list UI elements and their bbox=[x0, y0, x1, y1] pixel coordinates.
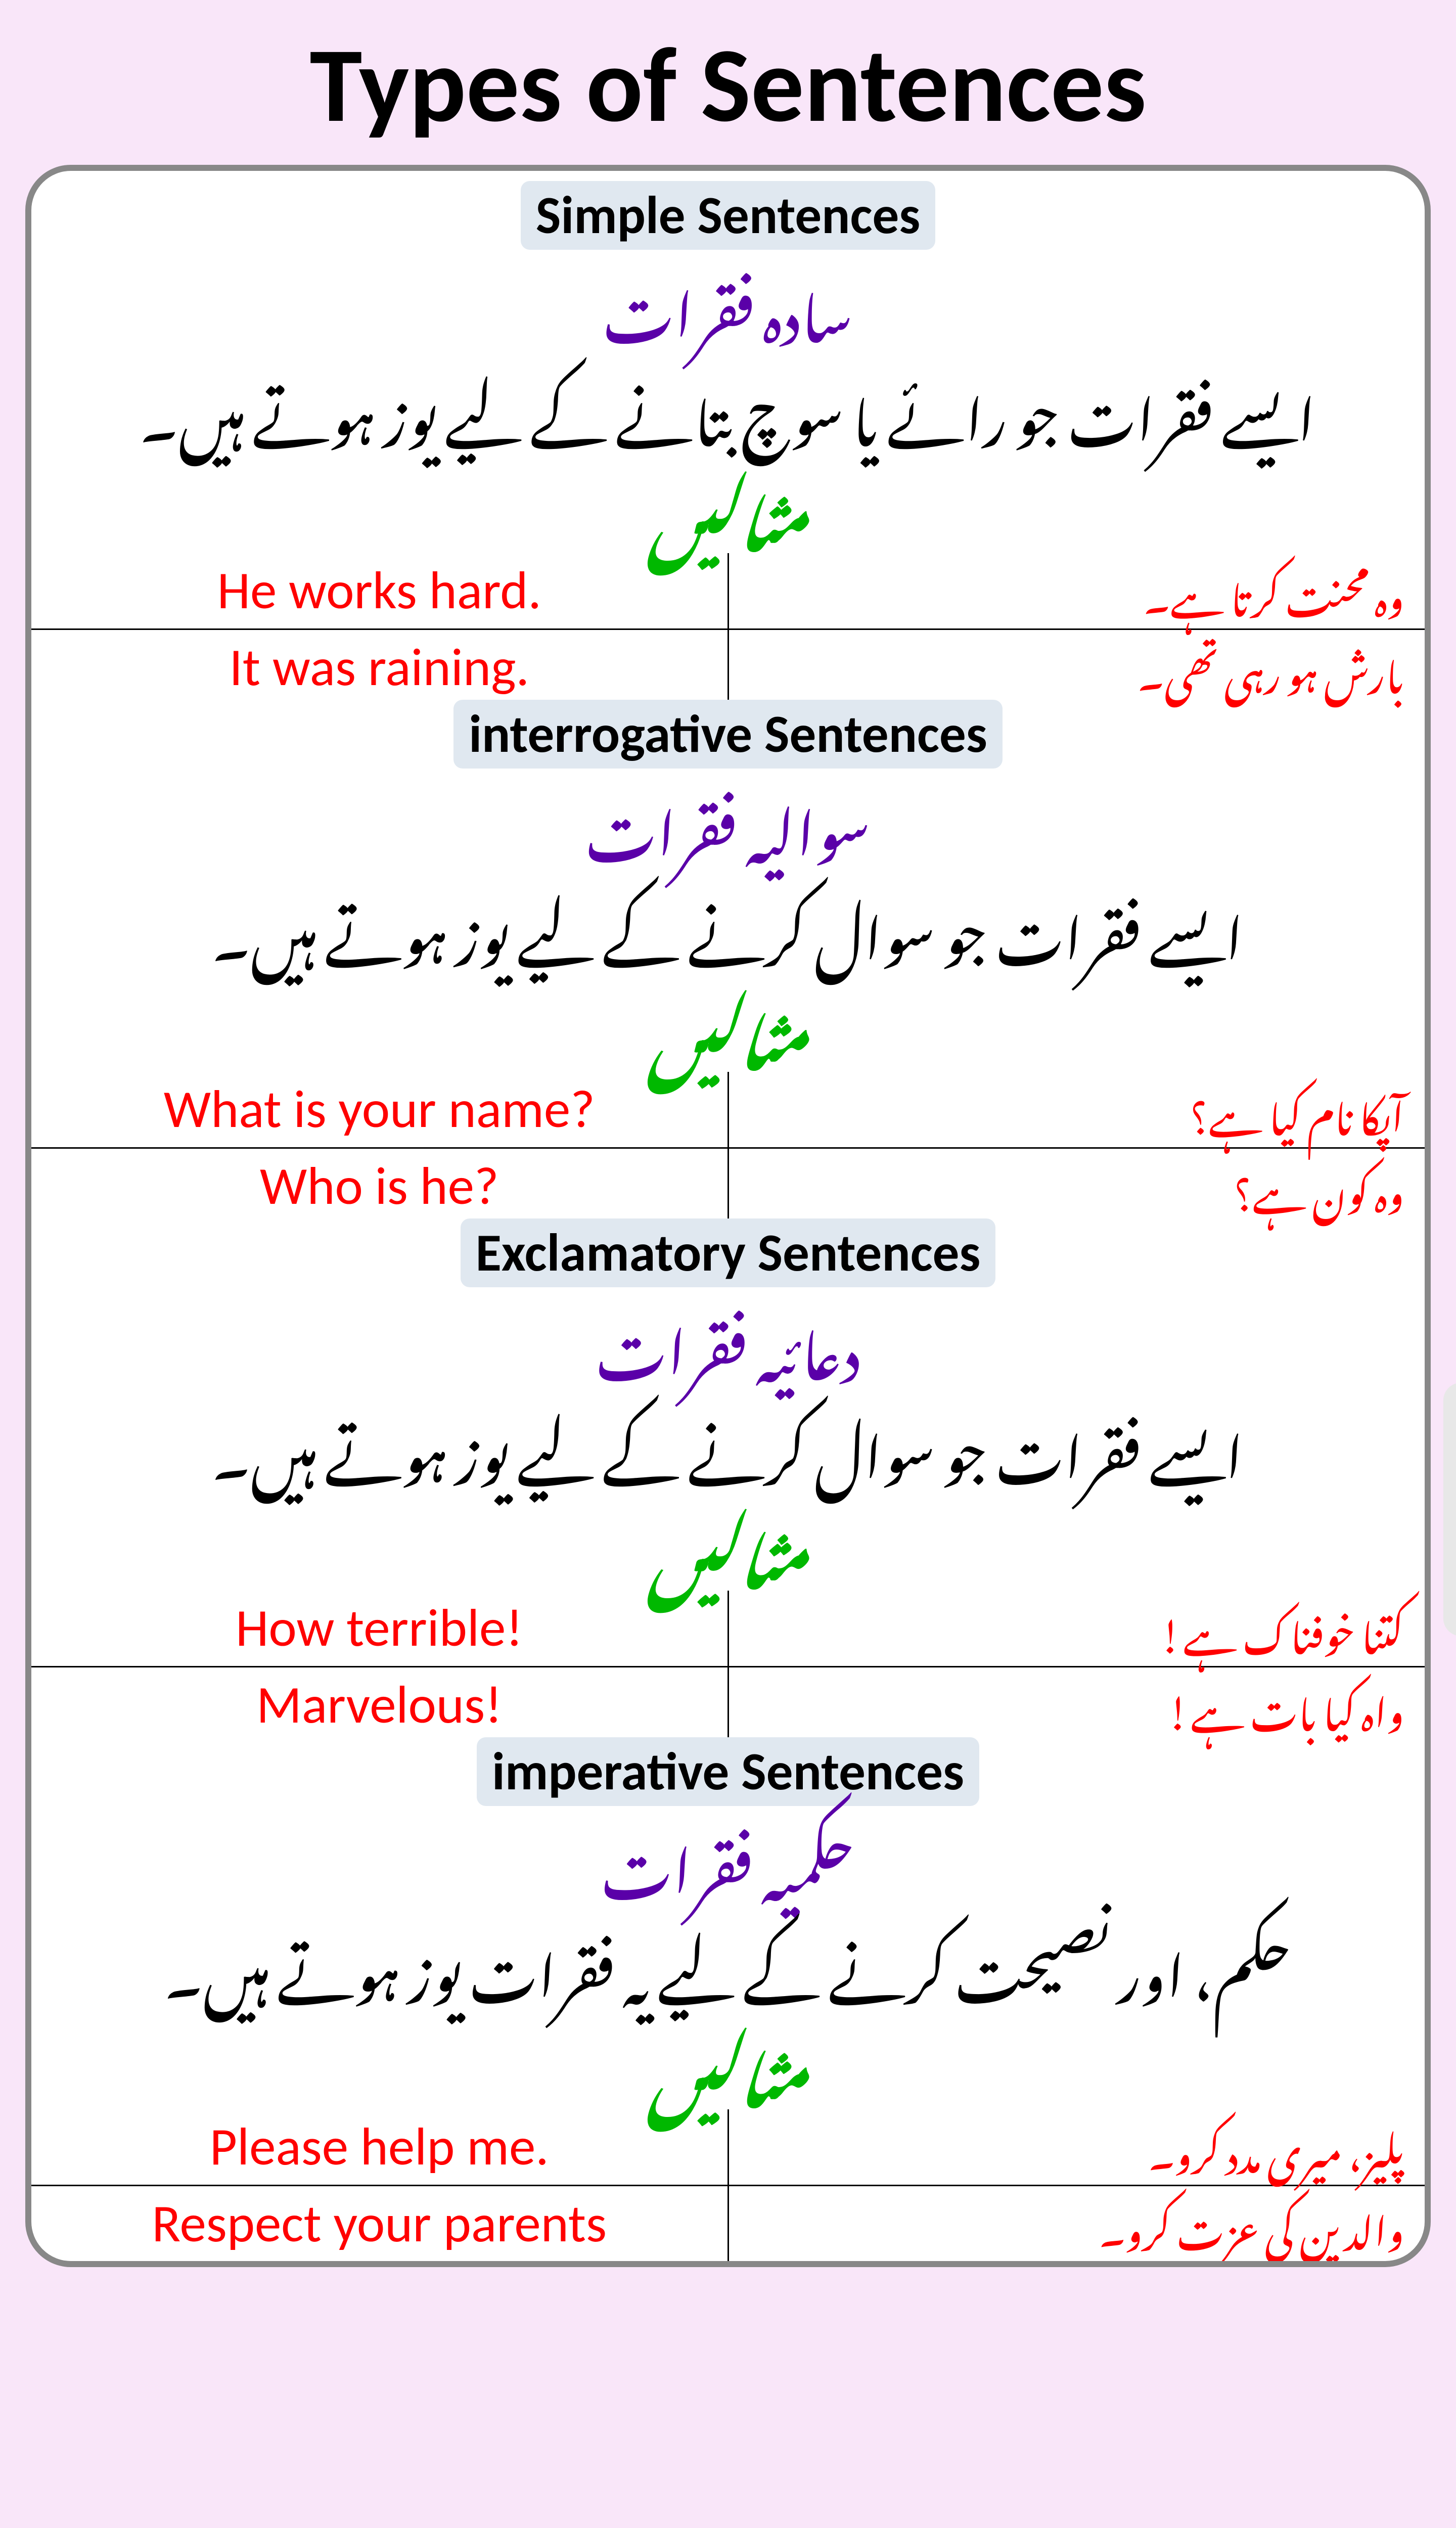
example-ur: واہ کیا بات ہے! bbox=[728, 1666, 1425, 1742]
example-en: What is your name? bbox=[31, 1072, 728, 1148]
content-frame: Simple Sentences سادہ فقرات ایسے فقرات ج… bbox=[25, 165, 1431, 2267]
example-en: Marvelous! bbox=[31, 1666, 728, 1742]
section-simple: Simple Sentences سادہ فقرات ایسے فقرات ج… bbox=[31, 181, 1425, 705]
section-exclamatory: Exclamatory Sentences دعائیہ فقرات ایسے … bbox=[31, 1218, 1425, 1742]
example-en: It was raining. bbox=[31, 629, 728, 705]
example-ur: وہ کون ہے؟ bbox=[728, 1148, 1425, 1224]
example-en: How terrible! bbox=[31, 1591, 728, 1666]
section-imperative: imperative Sentences حکمیہ فقرات حکم، او… bbox=[31, 1737, 1425, 2261]
example-ur: بارش ہو رہی تھی۔ bbox=[728, 629, 1425, 705]
table-row: It was raining. بارش ہو رہی تھی۔ bbox=[31, 629, 1425, 705]
watermark-badge: ilmrary.com bbox=[1443, 1383, 1456, 1636]
section-interrogative: interrogative Sentences سوالیہ فقرات ایس… bbox=[31, 700, 1425, 1224]
example-en: He works hard. bbox=[31, 553, 728, 629]
example-en: Who is he? bbox=[31, 1148, 728, 1224]
example-en: Respect your parents bbox=[31, 2185, 728, 2261]
page-title: Types of Sentences bbox=[25, 20, 1431, 150]
table-row: Marvelous! واہ کیا بات ہے! bbox=[31, 1666, 1425, 1742]
example-ur: والدین کی عزت کرو۔ bbox=[728, 2185, 1425, 2261]
example-en: Please help me. bbox=[31, 2109, 728, 2185]
table-row: Respect your parents والدین کی عزت کرو۔ bbox=[31, 2185, 1425, 2261]
